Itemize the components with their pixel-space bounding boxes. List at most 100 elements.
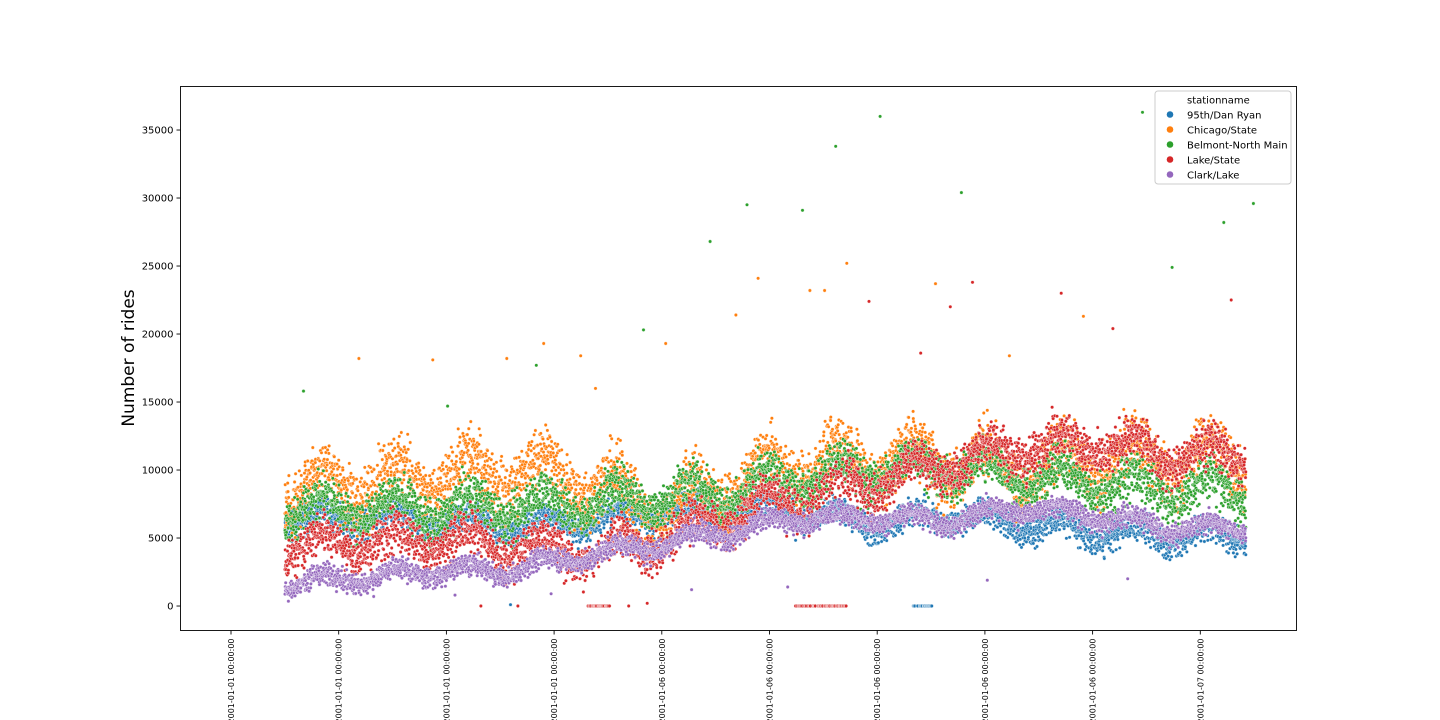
data-point xyxy=(506,492,511,496)
data-point xyxy=(1143,541,1148,545)
data-point xyxy=(532,461,537,466)
data-point xyxy=(907,522,912,527)
data-point xyxy=(410,464,414,468)
data-point xyxy=(497,474,502,479)
data-point xyxy=(551,465,556,470)
data-point xyxy=(1234,547,1238,552)
data-point xyxy=(317,459,322,463)
data-point xyxy=(550,469,554,473)
data-point xyxy=(332,454,337,459)
data-point xyxy=(447,483,452,488)
data-point xyxy=(390,456,395,461)
data-point xyxy=(1044,526,1049,530)
data-point xyxy=(354,477,359,481)
data-point xyxy=(520,482,525,487)
data-point xyxy=(443,483,448,488)
data-point xyxy=(401,477,406,482)
data-point xyxy=(325,463,329,467)
data-point xyxy=(793,538,798,543)
data-point xyxy=(458,435,462,439)
data-point xyxy=(484,454,488,458)
data-point xyxy=(376,441,381,446)
data-point xyxy=(543,423,548,427)
data-point xyxy=(533,428,538,433)
data-point xyxy=(303,463,307,468)
data-point xyxy=(499,458,503,463)
data-point xyxy=(392,437,396,441)
data-point xyxy=(445,479,449,484)
data-point xyxy=(545,428,550,433)
data-point xyxy=(319,450,324,455)
data-point xyxy=(406,468,411,473)
data-point xyxy=(991,527,996,532)
data-point xyxy=(430,471,435,476)
data-point xyxy=(421,465,426,470)
data-point xyxy=(541,450,546,454)
data-point xyxy=(1083,547,1088,552)
data-point xyxy=(432,468,436,473)
data-point xyxy=(597,524,602,528)
data-point xyxy=(362,484,366,489)
data-point xyxy=(435,502,440,507)
data-point xyxy=(380,457,385,462)
data-point xyxy=(466,426,471,431)
data-point xyxy=(350,481,355,486)
data-point xyxy=(503,475,508,480)
data-point xyxy=(359,476,364,481)
data-point xyxy=(1040,539,1045,543)
data-point xyxy=(531,458,535,463)
data-point xyxy=(1156,549,1161,553)
data-point xyxy=(545,457,550,462)
data-point xyxy=(961,534,965,539)
data-point xyxy=(1231,551,1236,555)
data-point xyxy=(416,465,421,470)
data-point xyxy=(511,469,516,474)
data-point xyxy=(310,445,315,450)
data-point xyxy=(394,454,399,458)
data-point xyxy=(1199,539,1203,543)
data-point xyxy=(548,435,552,440)
data-point xyxy=(576,546,581,551)
data-point xyxy=(358,480,363,484)
data-points xyxy=(283,110,1256,608)
data-point xyxy=(429,477,433,482)
data-point xyxy=(1183,544,1188,549)
data-point xyxy=(364,482,369,487)
data-point xyxy=(843,499,847,504)
data-point xyxy=(929,604,934,608)
data-point xyxy=(473,471,477,475)
data-point xyxy=(372,467,376,472)
data-point xyxy=(1090,551,1095,556)
data-point xyxy=(988,522,993,526)
data-point xyxy=(389,441,394,446)
data-point xyxy=(335,473,340,478)
data-point xyxy=(375,476,380,481)
data-point xyxy=(1169,554,1174,559)
data-point xyxy=(1193,543,1198,548)
data-point xyxy=(471,439,476,443)
data-point xyxy=(1214,541,1219,546)
data-point xyxy=(598,530,603,535)
data-point xyxy=(489,457,494,462)
data-point xyxy=(526,453,530,458)
data-point xyxy=(1116,537,1120,542)
data-point xyxy=(385,469,390,474)
data-point xyxy=(360,495,364,500)
data-point xyxy=(1178,550,1182,555)
data-point xyxy=(1221,543,1225,548)
data-point xyxy=(400,481,404,485)
data-point xyxy=(906,496,911,500)
data-point xyxy=(466,448,470,453)
data-point xyxy=(325,457,330,462)
data-point xyxy=(898,524,903,529)
data-point xyxy=(501,464,506,468)
data-point xyxy=(1035,544,1039,549)
data-point xyxy=(495,484,500,489)
data-point xyxy=(396,441,400,446)
data-point xyxy=(550,523,555,527)
data-point xyxy=(992,520,996,524)
data-point xyxy=(1114,547,1118,552)
data-point xyxy=(884,538,889,543)
data-point xyxy=(392,446,397,450)
